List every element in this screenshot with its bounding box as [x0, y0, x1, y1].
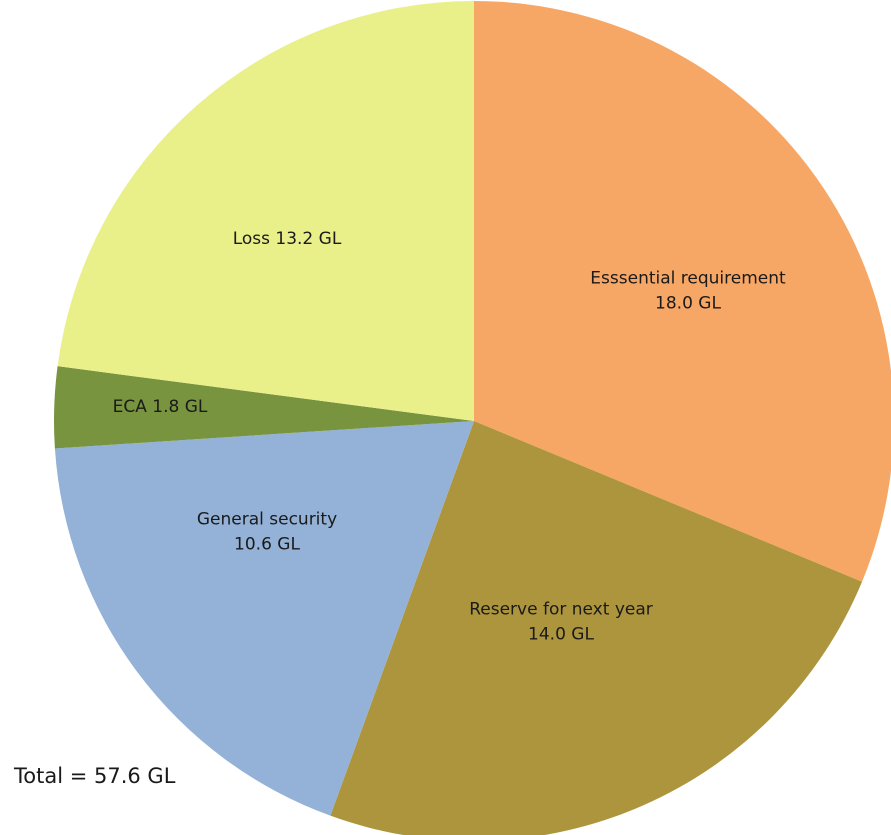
slice-label-line: General security	[197, 510, 337, 530]
slice-label: Esssential requirement 18.0 GL	[590, 269, 786, 314]
pie-slice	[57, 1, 475, 421]
pie-slice	[330, 421, 863, 835]
slice-label: Loss 13.2 GL	[233, 229, 342, 249]
slice-label: General security 10.6 GL	[197, 510, 337, 555]
slice-label-line: 18.0 GL	[655, 294, 721, 314]
slice-label-line: 14.0 GL	[528, 625, 594, 645]
pie-labels: Esssential requirement 18.0 GL Reserve for…	[113, 229, 786, 645]
pie-slice	[474, 1, 891, 582]
slice-label: Reserve for next year 14.0 GL	[469, 600, 653, 645]
total-label: Total = 57.6 GL	[14, 764, 176, 788]
pie-slice	[54, 421, 475, 816]
slice-label-line: 10.6 GL	[234, 535, 300, 555]
slice-label-line: Reserve for next year	[469, 600, 653, 620]
slice-label-line: ECA 1.8 GL	[113, 397, 208, 417]
pie-slices	[53, 1, 891, 835]
slice-label-line: Loss 13.2 GL	[233, 229, 342, 249]
slice-label: ECA 1.8 GL	[113, 397, 208, 417]
pie-slice	[53, 366, 474, 449]
slice-label-line: Esssential requirement	[590, 269, 786, 289]
